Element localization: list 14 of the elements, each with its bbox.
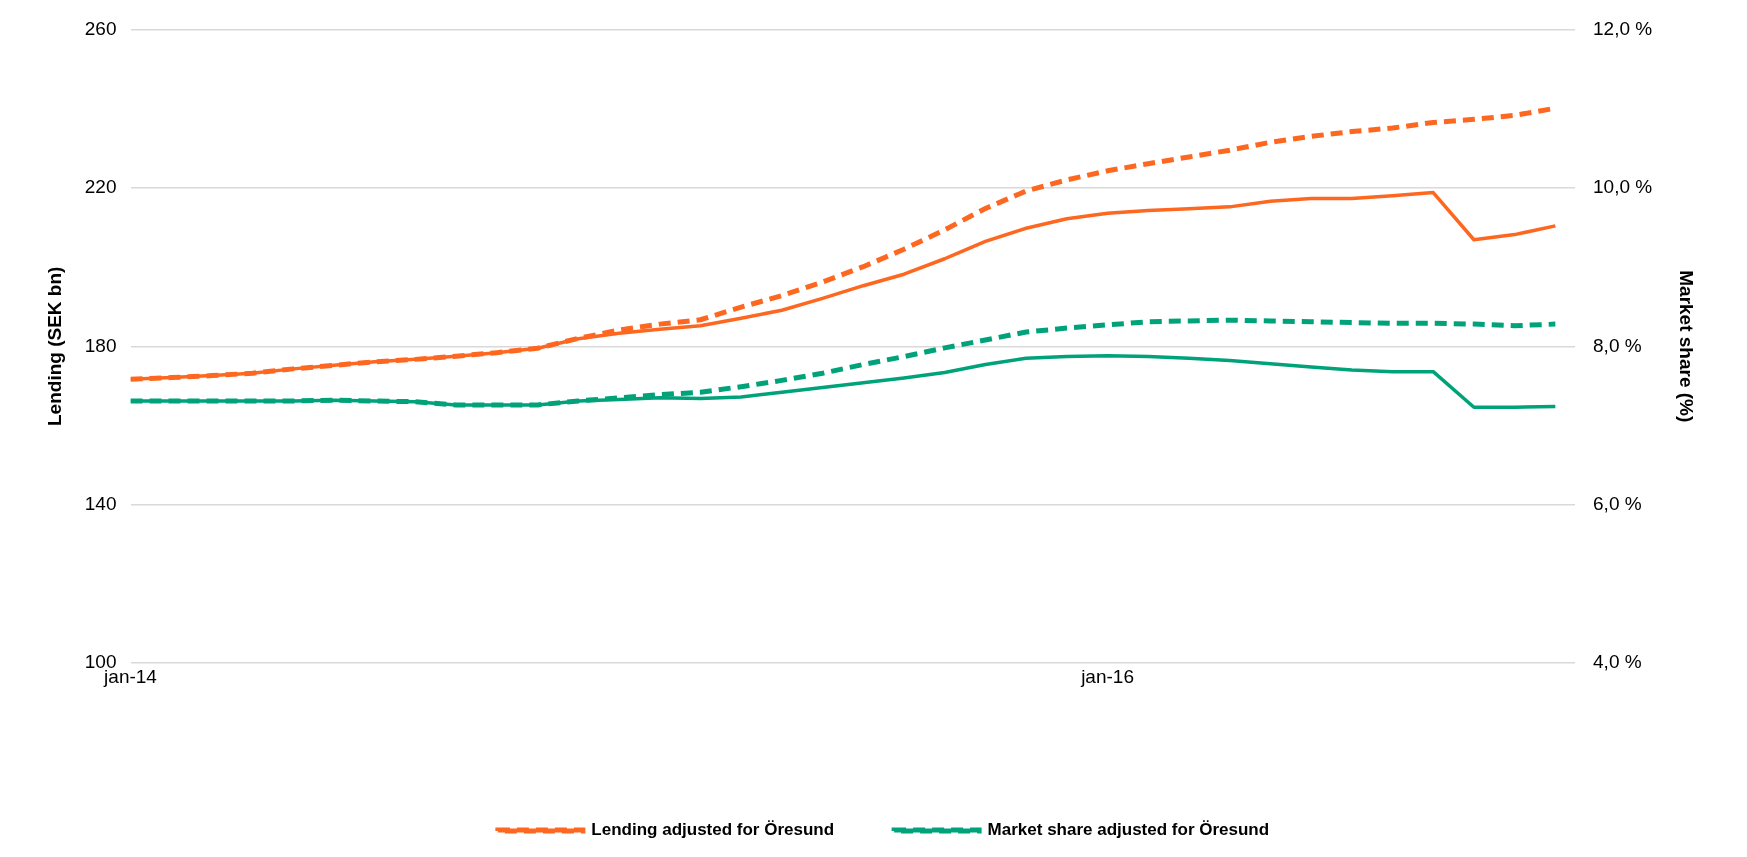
legend-label: Lending adjusted for Öresund (591, 820, 835, 840)
y2-tick-label: 4,0 % (1593, 651, 1642, 673)
y-tick-label: 180 (84, 334, 117, 356)
y-tick-label: 260 (84, 17, 117, 39)
y2-tick-label: 6,0 % (1593, 492, 1642, 514)
y-tick-label: 140 (84, 492, 117, 514)
y2-axis-title: Market share (%) (1676, 270, 1698, 423)
y2-tick-label: 10,0 % (1593, 176, 1653, 198)
legend-label: Market share adjusted for Öresund (987, 820, 1270, 840)
x-tick-label: jan-16 (1080, 665, 1134, 687)
y2-tick-label: 12,0 % (1593, 17, 1653, 39)
y-tick-label: 220 (84, 176, 117, 198)
y2-tick-label: 8,0 % (1593, 334, 1642, 356)
y-axis-title: Lending (SEK bn) (43, 266, 65, 426)
